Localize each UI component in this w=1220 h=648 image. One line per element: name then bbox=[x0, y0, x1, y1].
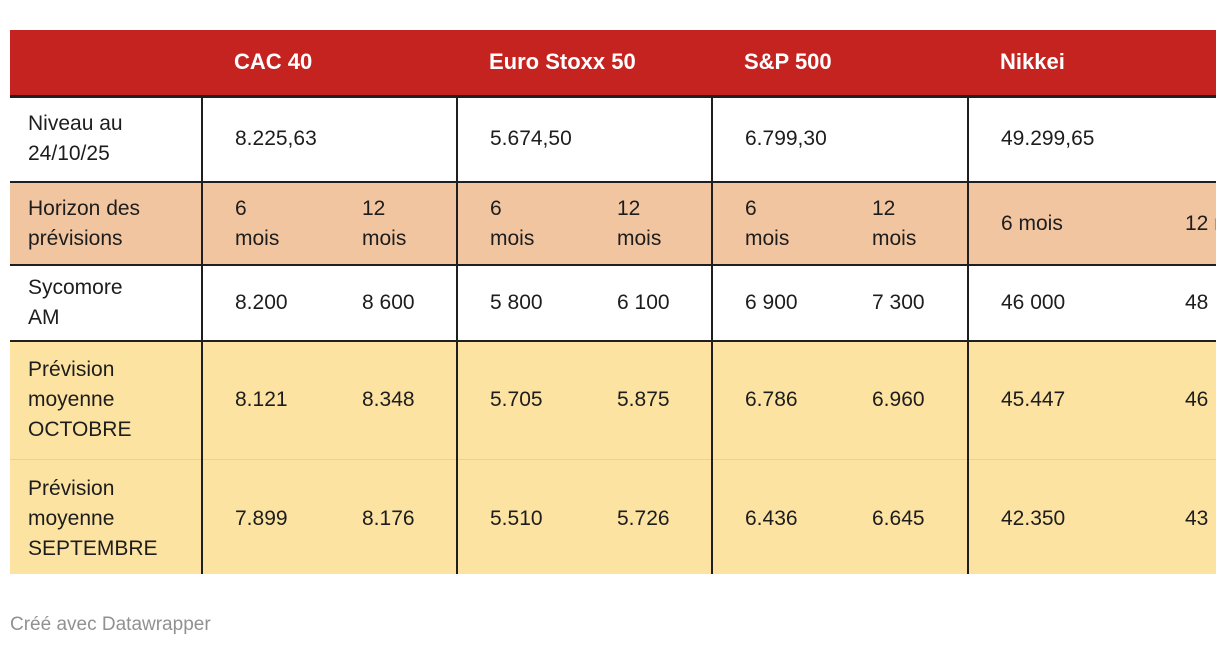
cell-horizon-eurostoxx50-6m: 6 mois bbox=[457, 182, 585, 266]
cell-octobre-cac40-12m: 8.348 bbox=[330, 341, 458, 460]
cell-septembre-nikkei-12m: 43 bbox=[1153, 459, 1216, 574]
datawrapper-credit-link[interactable]: Créé avec Datawrapper bbox=[10, 614, 211, 635]
cell-octobre-sp500-6m: 6.786 bbox=[712, 341, 840, 460]
cell-sycomore-eurostoxx50-12m: 6 100 bbox=[585, 265, 713, 342]
table-viewport: CAC 40 Euro Stoxx 50 S&P 500 Nikkei Nive… bbox=[10, 30, 1216, 574]
cell-octobre-eurostoxx50-6m: 5.705 bbox=[457, 341, 585, 460]
cell-niveau-eurostoxx50: 5.674,50 bbox=[457, 96, 713, 183]
row-header-horizon: Horizon des prévisions bbox=[10, 182, 203, 266]
cell-septembre-eurostoxx50-6m: 5.510 bbox=[457, 459, 585, 574]
header-corner-cell bbox=[10, 30, 202, 98]
table-header-row: CAC 40 Euro Stoxx 50 S&P 500 Nikkei bbox=[10, 30, 1216, 98]
column-header-cac40: CAC 40 bbox=[202, 30, 457, 98]
column-header-sp500: S&P 500 bbox=[712, 30, 968, 98]
forecast-table: CAC 40 Euro Stoxx 50 S&P 500 Nikkei Nive… bbox=[10, 30, 1216, 574]
row-header-niveau: Niveau au 24/10/25 bbox=[10, 96, 203, 183]
cell-sycomore-cac40-12m: 8 600 bbox=[330, 265, 458, 342]
row-horizon: Horizon des prévisions 6 mois 12 mois 6 … bbox=[10, 182, 1216, 266]
cell-octobre-nikkei-12m: 46 bbox=[1153, 341, 1216, 460]
row-header-prevision-octobre: Prévision moyenne OCTOBRE bbox=[10, 341, 203, 460]
cell-septembre-sp500-12m: 6.645 bbox=[840, 459, 969, 574]
cell-horizon-eurostoxx50-12m: 12 mois bbox=[585, 182, 713, 266]
cell-octobre-sp500-12m: 6.960 bbox=[840, 341, 969, 460]
cell-horizon-cac40-12m: 12 mois bbox=[330, 182, 458, 266]
cell-horizon-sp500-6m: 6 mois bbox=[712, 182, 840, 266]
cell-sycomore-eurostoxx50-6m: 5 800 bbox=[457, 265, 585, 342]
cell-horizon-sp500-12m: 12 mois bbox=[840, 182, 969, 266]
cell-sycomore-cac40-6m: 8.200 bbox=[202, 265, 330, 342]
cell-octobre-eurostoxx50-12m: 5.875 bbox=[585, 341, 713, 460]
cell-sycomore-sp500-12m: 7 300 bbox=[840, 265, 969, 342]
row-niveau: Niveau au 24/10/25 8.225,63 5.674,50 6.7… bbox=[10, 96, 1216, 183]
cell-horizon-nikkei-12m: 12 mois bbox=[1153, 182, 1216, 266]
row-sycomore: Sycomore AM 8.200 8 600 5 800 6 100 6 90… bbox=[10, 265, 1216, 342]
cell-octobre-nikkei-6m: 45.447 bbox=[968, 341, 1153, 460]
cell-sycomore-nikkei-6m: 46 000 bbox=[968, 265, 1153, 342]
row-header-prevision-septembre: Prévision moyenne SEPTEMBRE bbox=[10, 459, 203, 574]
cell-septembre-sp500-6m: 6.436 bbox=[712, 459, 840, 574]
cell-horizon-nikkei-6m: 6 mois bbox=[968, 182, 1153, 266]
row-prevision-septembre: Prévision moyenne SEPTEMBRE 7.899 8.176 … bbox=[10, 459, 1216, 574]
column-header-nikkei: Nikkei bbox=[968, 30, 1216, 98]
cell-sycomore-sp500-6m: 6 900 bbox=[712, 265, 840, 342]
row-prevision-octobre: Prévision moyenne OCTOBRE 8.121 8.348 5.… bbox=[10, 341, 1216, 460]
row-header-sycomore: Sycomore AM bbox=[10, 265, 203, 342]
cell-octobre-cac40-6m: 8.121 bbox=[202, 341, 330, 460]
cell-niveau-sp500: 6.799,30 bbox=[712, 96, 969, 183]
cell-sycomore-nikkei-12m: 48 bbox=[1153, 265, 1216, 342]
cell-niveau-cac40: 8.225,63 bbox=[202, 96, 458, 183]
cell-horizon-cac40-6m: 6 mois bbox=[202, 182, 330, 266]
column-header-eurostoxx50: Euro Stoxx 50 bbox=[457, 30, 712, 98]
cell-septembre-nikkei-6m: 42.350 bbox=[968, 459, 1153, 574]
cell-septembre-cac40-12m: 8.176 bbox=[330, 459, 458, 574]
cell-niveau-nikkei: 49.299,65 bbox=[968, 96, 1216, 183]
cell-septembre-cac40-6m: 7.899 bbox=[202, 459, 330, 574]
cell-septembre-eurostoxx50-12m: 5.726 bbox=[585, 459, 713, 574]
